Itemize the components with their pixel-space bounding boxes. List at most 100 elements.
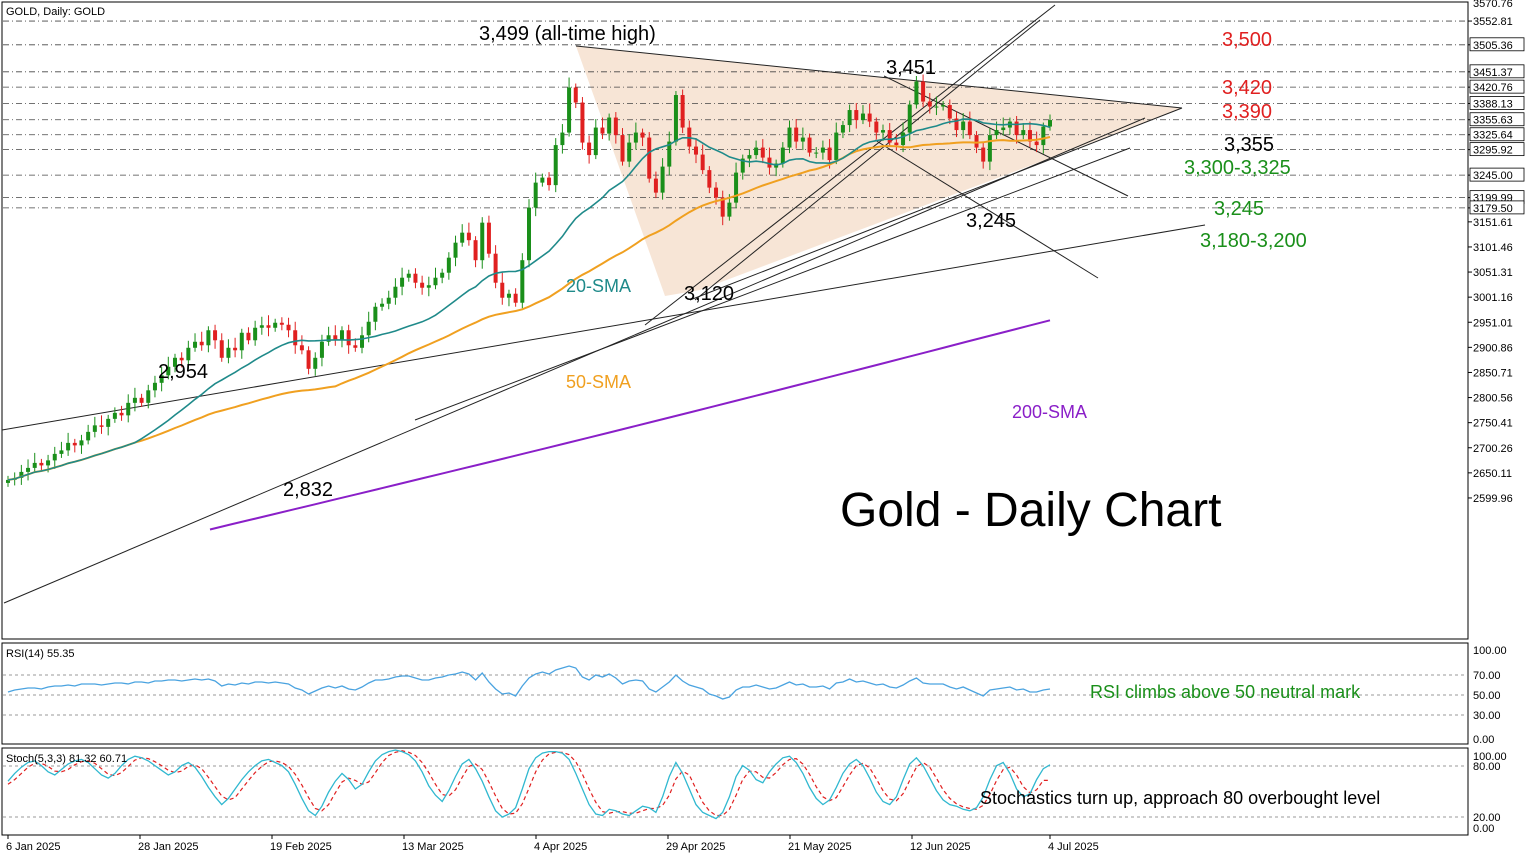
svg-text:3420.76: 3420.76 [1473, 82, 1513, 94]
candle [473, 236, 478, 268]
candle [1048, 114, 1052, 131]
date-axis: 6 Jan 2025 28 Jan 2025 19 Feb 2025 13 Mar 2… [6, 835, 1099, 853]
price-tick: 2850.71 [1468, 367, 1513, 379]
candle [119, 405, 124, 421]
candle [720, 190, 725, 226]
svg-text:2951.01: 2951.01 [1473, 317, 1513, 329]
candle [867, 103, 872, 128]
candle [914, 76, 919, 109]
svg-text:3388.13: 3388.13 [1473, 98, 1513, 110]
candle [620, 128, 625, 166]
candle [633, 122, 638, 150]
svg-text:3151.61: 3151.61 [1473, 217, 1513, 229]
candle [860, 105, 865, 125]
stoch-tick-80: 80.00 [1473, 761, 1501, 773]
date-tick: 13 Mar 2025 [402, 835, 464, 853]
candle [393, 278, 398, 305]
date-tick: 12 Jun 2025 [910, 835, 971, 853]
candle [847, 104, 852, 133]
price-axis: 3570.76 3552.81 3505.36 3451.37 3420.76 3388.… [1468, 0, 1525, 505]
candle [881, 124, 886, 142]
date-tick: 6 Jan 2025 [6, 835, 60, 853]
candle [1021, 123, 1026, 140]
candle [132, 387, 137, 412]
candle [373, 302, 378, 331]
candle [1014, 116, 1019, 144]
candle [86, 424, 91, 445]
price-tick: 3505.36 [1468, 37, 1525, 52]
rsi-panel-frame [1, 642, 1469, 745]
candle [573, 83, 578, 109]
candle [79, 434, 84, 454]
date-tick: 19 Feb 2025 [270, 835, 332, 853]
price-tick: 3451.37 [1468, 64, 1525, 79]
candle [947, 99, 952, 125]
sma200-line [209, 319, 1051, 531]
label-sma200: 200-SMA [1012, 402, 1087, 422]
candle [259, 316, 264, 335]
candle [680, 89, 685, 134]
candle [66, 432, 71, 456]
candle [219, 333, 224, 362]
candle [152, 375, 157, 398]
rsi-tick-30: 30.00 [1473, 710, 1501, 722]
price-tick: 2951.01 [1468, 317, 1513, 329]
candle [179, 352, 184, 368]
stoch-tick-20: 20.00 [1473, 812, 1501, 824]
candle [814, 147, 819, 159]
candle [800, 127, 805, 151]
candle [413, 268, 418, 289]
svg-text:3179.50: 3179.50 [1473, 203, 1513, 215]
svg-text:2850.71: 2850.71 [1473, 367, 1513, 379]
candle [480, 217, 485, 269]
price-tick: 3051.31 [1468, 267, 1513, 279]
candle [286, 317, 291, 338]
candle [767, 147, 772, 175]
price-tick: 3101.46 [1468, 242, 1513, 254]
price-tick: 3245.00 [1468, 167, 1525, 182]
candle [446, 252, 451, 280]
svg-text:2900.86: 2900.86 [1473, 342, 1513, 354]
steep-up-line-2 [694, 19, 1041, 301]
candle [166, 356, 171, 380]
rsi-tick-50: 50.00 [1473, 690, 1501, 702]
rsi-axis: 100.00 70.00 50.00 30.00 0.00 [1473, 645, 1507, 746]
candle [967, 111, 972, 140]
candles [6, 74, 1052, 487]
svg-text:2599.96: 2599.96 [1473, 493, 1513, 505]
candle [941, 101, 946, 111]
candle [346, 324, 351, 354]
sma20-line [7, 118, 1051, 481]
candle [660, 158, 665, 200]
candle [380, 298, 385, 311]
svg-text:3325.64: 3325.64 [1473, 130, 1513, 142]
candle [1001, 117, 1006, 136]
svg-text:3001.16: 3001.16 [1473, 292, 1513, 304]
rsi-note: RSI climbs above 50 neutral mark [1090, 682, 1361, 702]
label-3245: 3,245 [966, 210, 1016, 232]
long-support-line-2 [414, 147, 1131, 421]
stoch-k-line [7, 749, 1051, 820]
candle [486, 215, 491, 258]
price-tick-top: 3570.76 [1473, 0, 1513, 10]
candle [934, 96, 939, 116]
candle [199, 331, 204, 351]
stoch-note: Stochastics turn up, approach 80 overbou… [980, 788, 1380, 808]
candle [493, 245, 498, 289]
candle [981, 142, 986, 169]
candle [874, 117, 879, 140]
candle [794, 119, 799, 149]
svg-text:3101.46: 3101.46 [1473, 242, 1513, 254]
candle [667, 131, 672, 176]
candle [820, 140, 825, 160]
rsi-label: RSI(14) 55.35 [6, 648, 74, 660]
candle [273, 318, 278, 332]
candle [513, 288, 518, 307]
rsi-guides [3, 674, 1467, 716]
candle [520, 253, 525, 309]
triangle-lower-line [689, 107, 1183, 301]
chart-title: GOLD, Daily: GOLD [6, 6, 105, 18]
candle [386, 290, 391, 310]
candle [106, 414, 111, 436]
candle [580, 97, 585, 150]
